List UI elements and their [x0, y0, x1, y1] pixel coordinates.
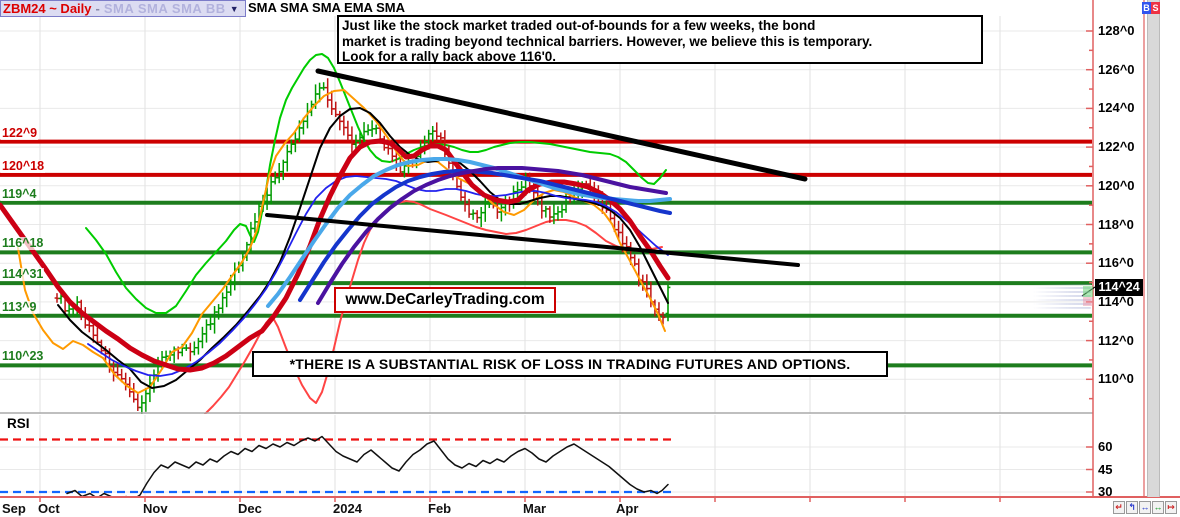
- rsi-line: [66, 435, 669, 496]
- support-level-label: 114^31: [1, 267, 45, 282]
- note-line-2: market is trading beyond technical barri…: [342, 33, 873, 49]
- x-axis-month-label: 2024: [333, 501, 362, 516]
- rsi-axis-label: 60: [1098, 439, 1113, 454]
- rsi-pane[interactable]: [0, 415, 1093, 501]
- price-axis-label: 124^0: [1098, 100, 1135, 116]
- price-axis-label: 114^0: [1098, 293, 1134, 309]
- order-flow-smudge: [1033, 284, 1091, 309]
- note-line-3: Look for a rally back above 116'0.: [342, 49, 557, 64]
- restore-view-button[interactable]: ↰: [1126, 501, 1138, 514]
- support-level-label: 119^4: [1, 186, 38, 201]
- price-axis-label: 116^0: [1098, 255, 1134, 271]
- undo-zoom-button[interactable]: ↵: [1113, 501, 1125, 514]
- sma-slow-red-thick: [0, 138, 671, 373]
- price-axis-label: 120^0: [1098, 177, 1135, 193]
- price-axis-label: 112^0: [1098, 332, 1134, 348]
- support-level-label: 113^9: [1, 299, 38, 314]
- rsi-axis-label: 45: [1098, 461, 1113, 477]
- sma-150-navy-thick: [298, 169, 672, 302]
- buy-button[interactable]: B: [1142, 2, 1151, 14]
- x-axis-month-label: Mar: [523, 501, 547, 516]
- sell-button[interactable]: S: [1151, 2, 1160, 14]
- support-level-label: 110^23: [1, 349, 45, 364]
- sma-200-purple-thick: [316, 166, 668, 305]
- buy-sell-badge[interactable]: B S: [1142, 2, 1160, 14]
- price-axis-label: 122^0: [1098, 139, 1135, 155]
- x-axis-month-label: Oct: [38, 501, 60, 516]
- price-axis-label: 128^0: [1098, 23, 1135, 38]
- fit-data-button[interactable]: ↔: [1152, 501, 1164, 514]
- x-axis-month-label: Feb: [428, 501, 452, 516]
- order-flow-smudge-green: [1083, 286, 1093, 297]
- rsi-pane-label: RSI: [7, 416, 30, 431]
- price-axis-label: 110^0: [1098, 371, 1134, 387]
- x-axis-month-label: Apr: [616, 501, 639, 516]
- analyst-note: Just like the stock market traded out-of…: [337, 15, 983, 64]
- vertical-scrollbar[interactable]: [1147, 0, 1160, 497]
- sma-blue-thin: [87, 175, 669, 377]
- website-watermark: www.DeCarleyTrading.com: [334, 287, 556, 313]
- risk-disclaimer: *THERE IS A SUBSTANTIAL RISK OF LOSS IN …: [252, 351, 888, 377]
- indicator-summary-label: SMA SMA SMA BB: [103, 1, 226, 16]
- bollinger-upper-band: [85, 53, 667, 314]
- resistance-level-label: 122^9: [1, 125, 39, 140]
- x-axis-month-label: Nov: [143, 501, 168, 516]
- main-price-pane[interactable]: [0, 16, 1093, 416]
- resistance-level-label: 120^18: [1, 158, 46, 173]
- last-price-badge: 114^24: [1095, 279, 1143, 296]
- symbol-timeframe-label: ZBM24 ~ Daily: [3, 1, 92, 16]
- chevron-down-icon[interactable]: ▼: [229, 3, 239, 14]
- order-flow-smudge-pink: [1083, 297, 1093, 306]
- overlay-indicators-label: SMA SMA SMA EMA SMA: [248, 0, 405, 15]
- jump-to-end-button[interactable]: ↦: [1165, 501, 1177, 514]
- upper-trendline[interactable]: [315, 68, 808, 182]
- x-axis-month-label: Dec: [238, 501, 262, 516]
- support-level-label: 116^18: [1, 236, 45, 251]
- symbol-indicator-selector[interactable]: ZBM24 ~ Daily - SMA SMA SMA BB ▼: [0, 0, 246, 17]
- chart-nav-toolbar: ↵ ↰ ↔ ↔ ↦: [1113, 501, 1177, 514]
- pan-horizontal-button[interactable]: ↔: [1139, 501, 1151, 514]
- separator-dash: -: [95, 1, 100, 16]
- note-line-1: Just like the stock market traded out-of…: [342, 18, 816, 33]
- rsi-axis-label: 30: [1098, 484, 1113, 499]
- lower-trendline[interactable]: [265, 213, 800, 267]
- price-axis-label: 126^0: [1098, 61, 1135, 77]
- x-axis-month-label: Sep: [2, 501, 26, 516]
- price-axis-label: 118^0: [1098, 216, 1134, 232]
